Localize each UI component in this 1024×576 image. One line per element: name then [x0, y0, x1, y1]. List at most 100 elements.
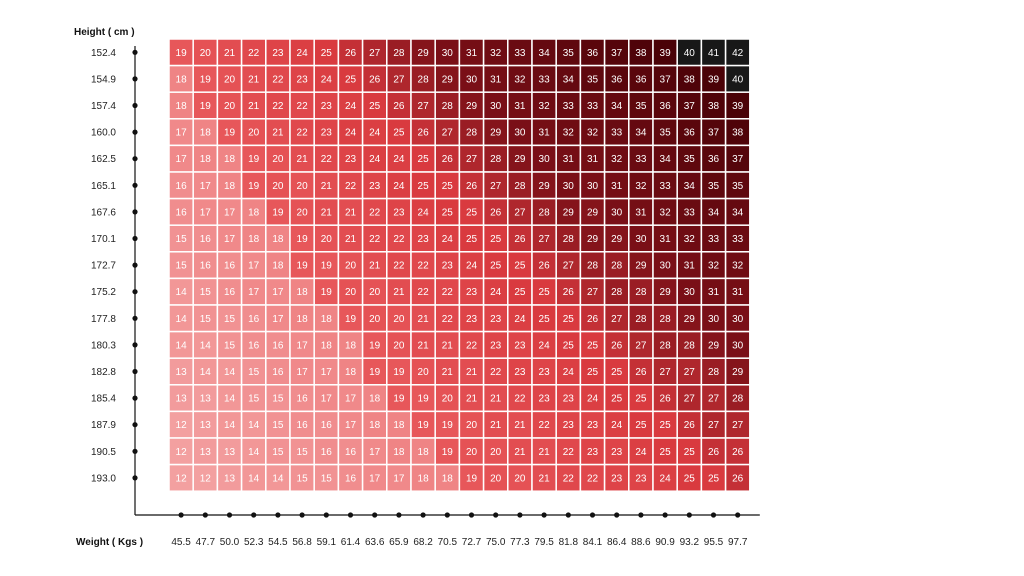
- cell-value-label: 20: [418, 367, 430, 378]
- cell-value-label: 25: [611, 394, 623, 405]
- cell-value-label: 26: [611, 340, 623, 351]
- heatmap-cell: [628, 144, 654, 173]
- cell-value-label: 29: [684, 314, 696, 325]
- heatmap-cell: [700, 171, 727, 200]
- cell-value-label: 27: [635, 340, 647, 351]
- x-tick-dot: [735, 512, 741, 518]
- heatmap-cell: [337, 357, 364, 386]
- x-tick-dot: [686, 512, 692, 518]
- cell-value-label: 16: [224, 287, 236, 298]
- cell-value-label: 22: [272, 101, 284, 112]
- x-tick-label: 65.9: [389, 537, 409, 548]
- cell-value-label: 16: [224, 261, 236, 272]
- x-tick-label: 54.5: [268, 537, 288, 548]
- x-tick-label: 97.7: [728, 537, 748, 548]
- cell-value-label: 16: [272, 340, 284, 351]
- cell-value-label: 19: [442, 447, 454, 458]
- x-tick-label: 52.3: [244, 537, 264, 548]
- cell-value-label: 33: [708, 234, 720, 245]
- cell-value-label: 20: [466, 420, 478, 431]
- y-tick-dot: [132, 475, 138, 481]
- cell-value-label: 28: [635, 287, 647, 298]
- heatmap-cell: [434, 144, 461, 173]
- cell-value-label: 22: [369, 207, 381, 218]
- x-tick-dot: [299, 512, 305, 518]
- heatmap-cell: [410, 384, 436, 413]
- cell-value-label: 14: [176, 340, 188, 351]
- cell-value-label: 23: [490, 314, 502, 325]
- cell-value-label: 36: [684, 128, 696, 139]
- heatmap-cell: [313, 304, 340, 333]
- heatmap-cell: [265, 251, 291, 280]
- cell-value-label: 21: [345, 234, 357, 245]
- heatmap-cell: [168, 437, 194, 466]
- cell-value-label: 25: [418, 154, 430, 165]
- cell-value-label: 24: [369, 128, 381, 139]
- cell-value-label: 19: [393, 394, 405, 405]
- heatmap-cell: [531, 91, 557, 120]
- cell-value-label: 18: [418, 447, 430, 458]
- heatmap-cell: [603, 118, 630, 147]
- cell-value-label: 12: [176, 420, 188, 431]
- cell-value-label: 21: [345, 207, 357, 218]
- cell-value-label: 29: [442, 74, 454, 85]
- cell-value-label: 25: [321, 48, 333, 59]
- cell-value-label: 25: [466, 234, 478, 245]
- cell-value-label: 16: [345, 447, 357, 458]
- cell-value-label: 12: [200, 473, 212, 484]
- y-tick-label: 185.4: [91, 394, 116, 405]
- cell-value-label: 33: [539, 74, 551, 85]
- cell-value-label: 13: [176, 367, 188, 378]
- cell-value-label: 28: [587, 261, 599, 272]
- x-tick-dot: [202, 512, 208, 518]
- cell-value-label: 40: [684, 48, 696, 59]
- cell-value-label: 25: [490, 234, 502, 245]
- cell-value-label: 25: [466, 207, 478, 218]
- heatmap-cell: [531, 251, 557, 280]
- x-tick-dot: [468, 512, 475, 518]
- y-tick-label: 187.9: [91, 420, 116, 431]
- cell-value-label: 27: [660, 367, 672, 378]
- cell-value-label: 26: [635, 367, 647, 378]
- cell-value-label: 22: [563, 447, 575, 458]
- cell-value-label: 18: [224, 154, 236, 165]
- heatmap-cell: [386, 38, 412, 67]
- cell-value-label: 19: [248, 181, 260, 192]
- cell-value-label: 31: [563, 154, 575, 165]
- cell-value-label: 29: [611, 234, 623, 245]
- y-tick-dot: [132, 262, 138, 268]
- heatmap-cell: [603, 144, 630, 173]
- cell-value-label: 32: [732, 261, 744, 272]
- y-tick-label: 160.0: [91, 128, 116, 139]
- cell-value-label: 28: [539, 207, 551, 218]
- cell-value-label: 31: [466, 48, 478, 59]
- cell-value-label: 18: [321, 314, 333, 325]
- cell-value-label: 37: [732, 154, 744, 165]
- heatmap-cell: [265, 118, 291, 147]
- cell-value-label: 27: [708, 420, 720, 431]
- heatmap-cell: [192, 144, 219, 173]
- cell-value-label: 25: [369, 101, 381, 112]
- x-axis-title: Weight ( Kgs ): [76, 537, 143, 548]
- cell-value-label: 36: [660, 101, 672, 112]
- y-tick-label: 180.3: [91, 340, 116, 351]
- cell-value-label: 21: [490, 420, 502, 431]
- heatmap-cell: [313, 251, 340, 280]
- heatmap-cell: [724, 197, 751, 226]
- heatmap-cell: [676, 64, 703, 93]
- heatmap-cell: [628, 224, 654, 253]
- cell-value-label: 23: [539, 367, 551, 378]
- heatmap-cell: [700, 384, 727, 413]
- cell-value-label: 42: [732, 48, 744, 59]
- heatmap-cell: [724, 463, 751, 492]
- cell-value-label: 24: [345, 128, 357, 139]
- y-tick-dot: [132, 289, 138, 295]
- cell-value-label: 21: [442, 340, 454, 351]
- x-tick-label: 79.5: [534, 537, 554, 548]
- cell-value-label: 25: [418, 181, 430, 192]
- x-tick-label: 47.7: [196, 537, 216, 548]
- heatmap-cell: [652, 304, 678, 333]
- cell-value-label: 15: [176, 234, 188, 245]
- cell-value-label: 19: [176, 48, 188, 59]
